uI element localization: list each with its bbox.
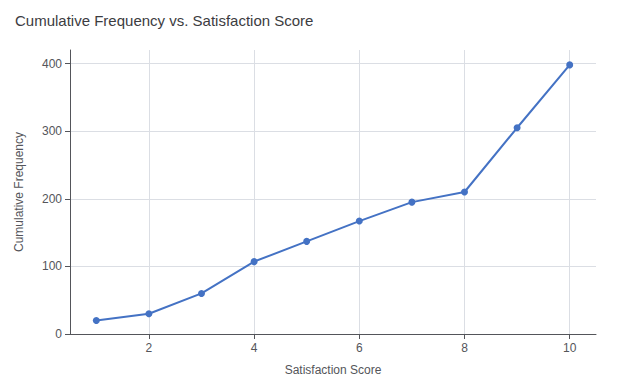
svg-text:8: 8 bbox=[461, 341, 468, 355]
svg-text:6: 6 bbox=[356, 341, 363, 355]
svg-text:Satisfaction Score: Satisfaction Score bbox=[285, 363, 382, 377]
svg-text:100: 100 bbox=[42, 259, 62, 273]
svg-text:300: 300 bbox=[42, 124, 62, 138]
svg-text:400: 400 bbox=[42, 57, 62, 71]
svg-text:Cumulative Frequency vs. Satis: Cumulative Frequency vs. Satisfaction Sc… bbox=[15, 12, 313, 29]
svg-text:200: 200 bbox=[42, 192, 62, 206]
svg-text:2: 2 bbox=[146, 341, 153, 355]
svg-text:10: 10 bbox=[563, 341, 577, 355]
svg-text:4: 4 bbox=[251, 341, 258, 355]
svg-text:Cumulative Frequency: Cumulative Frequency bbox=[12, 132, 26, 252]
svg-text:0: 0 bbox=[55, 327, 62, 341]
